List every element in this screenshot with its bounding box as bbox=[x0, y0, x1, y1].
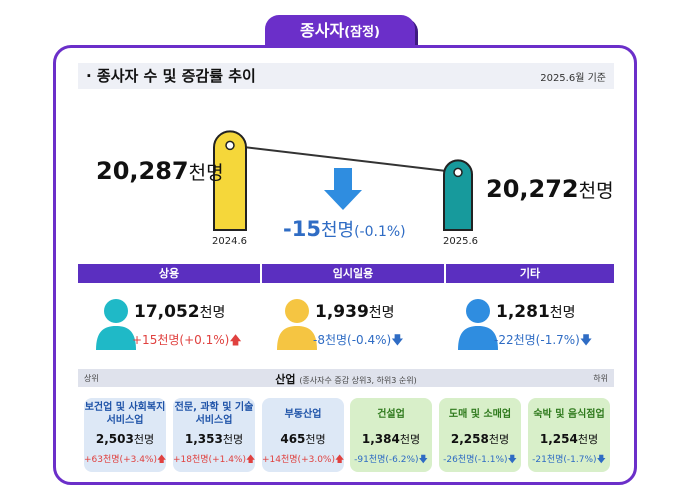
up-arrow-icon: 🡅 bbox=[229, 333, 242, 347]
bar-2024-6 bbox=[213, 130, 247, 231]
person-icon bbox=[458, 299, 498, 350]
down-arrow-icon: 🡇 bbox=[596, 455, 606, 465]
industry-change: -91천명(-6.2%)🡇 bbox=[354, 455, 428, 465]
person-icon bbox=[277, 299, 317, 350]
employment-value: 1,281천명 bbox=[496, 302, 576, 322]
industry-card: 건설업 1,384천명 -91천명(-6.2%)🡇 bbox=[350, 398, 432, 472]
industry-name: 숙박 및 음식점업 bbox=[533, 408, 605, 420]
total-2024-6: 20,287천명 bbox=[96, 157, 224, 185]
employment-change: +15천명(+0.1%)🡅 bbox=[132, 333, 242, 347]
down-arrow-icon: 🡇 bbox=[507, 455, 517, 465]
employment-temporary: 1,939천명 -8천명(-0.4%)🡇 bbox=[259, 296, 439, 356]
top-label: 상위 bbox=[84, 374, 99, 383]
industry-title: 산업 (종사자수 증감 상위3, 하위3 순위) bbox=[275, 373, 417, 386]
industry-change: -26천명(-1.1%)🡇 bbox=[443, 455, 517, 465]
section-header: · 종사자 수 및 증감률 추이 2025.6월 기준 bbox=[78, 63, 614, 89]
industry-value: 1,254천명 bbox=[539, 432, 599, 446]
total-2025-6: 20,272천명 bbox=[486, 175, 614, 203]
industry-header: 상위 산업 (종사자수 증감 상위3, 하위3 순위) 하위 bbox=[78, 369, 614, 387]
person-icon bbox=[96, 299, 136, 350]
bar-2024-6-dot bbox=[225, 140, 235, 151]
down-arrow-icon: 🡇 bbox=[391, 333, 404, 347]
employment-change: -8천명(-0.4%)🡇 bbox=[313, 333, 404, 347]
down-arrow-icon: 🡇 bbox=[418, 455, 428, 465]
industry-card: 보건업 및 사회복지 서비스업 2,503천명 +63천명(+3.4%)🡅 bbox=[84, 398, 166, 472]
industry-value: 2,503천명 bbox=[95, 432, 155, 446]
bar-2025-6-dot bbox=[453, 167, 463, 178]
section-title: · 종사자 수 및 증감률 추이 bbox=[86, 67, 256, 85]
industry-change: +63천명(+3.4%)🡅 bbox=[84, 455, 167, 465]
industry-value: 2,258천명 bbox=[450, 432, 510, 446]
year-label-left: 2024.6 bbox=[212, 236, 247, 247]
decrease-arrow-icon bbox=[324, 168, 362, 210]
year-label-right: 2025.6 bbox=[443, 236, 478, 247]
industry-change: +14천명(+3.0%)🡅 bbox=[262, 455, 345, 465]
industry-name: 건설업 bbox=[377, 408, 405, 420]
industry-value: 1,353천명 bbox=[184, 432, 244, 446]
category-temporary: 임시일용 bbox=[262, 264, 444, 283]
total-2025-6-value: 20,272 bbox=[486, 175, 579, 203]
employment-change: -22천명(-1.7%)🡇 bbox=[494, 333, 593, 347]
industry-card: 도매 및 소매업 2,258천명 -26천명(-1.1%)🡇 bbox=[439, 398, 521, 472]
employment-regular: 17,052천명 +15천명(+0.1%)🡅 bbox=[78, 296, 258, 356]
bottom-label: 하위 bbox=[593, 374, 608, 383]
reference-date: 2025.6월 기준 bbox=[540, 73, 606, 84]
trend-line bbox=[229, 144, 459, 174]
industry-value: 465천명 bbox=[280, 432, 326, 446]
employment-value: 17,052천명 bbox=[134, 302, 226, 322]
industry-name: 도매 및 소매업 bbox=[448, 408, 512, 420]
up-arrow-icon: 🡅 bbox=[156, 455, 167, 465]
employment-other: 1,281천명 -22천명(-1.7%)🡇 bbox=[440, 296, 620, 356]
total-2025-6-unit: 천명 bbox=[578, 180, 614, 202]
industry-name: 보건업 및 사회복지 서비스업 bbox=[84, 402, 166, 426]
industry-value: 1,384천명 bbox=[361, 432, 421, 446]
up-arrow-icon: 🡅 bbox=[245, 455, 256, 465]
employment-value: 1,939천명 bbox=[315, 302, 395, 322]
up-arrow-icon: 🡅 bbox=[334, 455, 345, 465]
down-arrow-icon: 🡇 bbox=[579, 333, 593, 347]
total-2024-6-unit: 천명 bbox=[188, 162, 224, 184]
page-tab: 종사자(잠정) bbox=[265, 15, 415, 47]
total-2024-6-value: 20,287 bbox=[96, 157, 189, 185]
industry-card: 숙박 및 음식점업 1,254천명 -21천명(-1.7%)🡇 bbox=[528, 398, 610, 472]
category-regular: 상용 bbox=[78, 264, 260, 283]
change-unit: 천명 bbox=[320, 220, 355, 241]
change-pct: (-0.1%) bbox=[354, 224, 406, 240]
industry-name: 부동산업 bbox=[284, 408, 322, 420]
industry-change: +18천명(+1.4%)🡅 bbox=[173, 455, 256, 465]
industry-change: -21천명(-1.7%)🡇 bbox=[532, 455, 606, 465]
total-change: -15천명(-0.1%) bbox=[283, 216, 406, 242]
industry-name: 전문, 과학 및 기술 서비스업 bbox=[174, 402, 254, 426]
industry-card: 부동산업 465천명 +14천명(+3.0%)🡅 bbox=[262, 398, 344, 472]
tab-subtitle: (잠정) bbox=[344, 25, 380, 40]
change-value: -15 bbox=[283, 217, 321, 241]
bar-2025-6 bbox=[443, 159, 473, 231]
tab-title: 종사자 bbox=[300, 21, 345, 40]
industry-card: 전문, 과학 및 기술 서비스업 1,353천명 +18천명(+1.4%)🡅 bbox=[173, 398, 255, 472]
category-other: 기타 bbox=[446, 264, 614, 283]
